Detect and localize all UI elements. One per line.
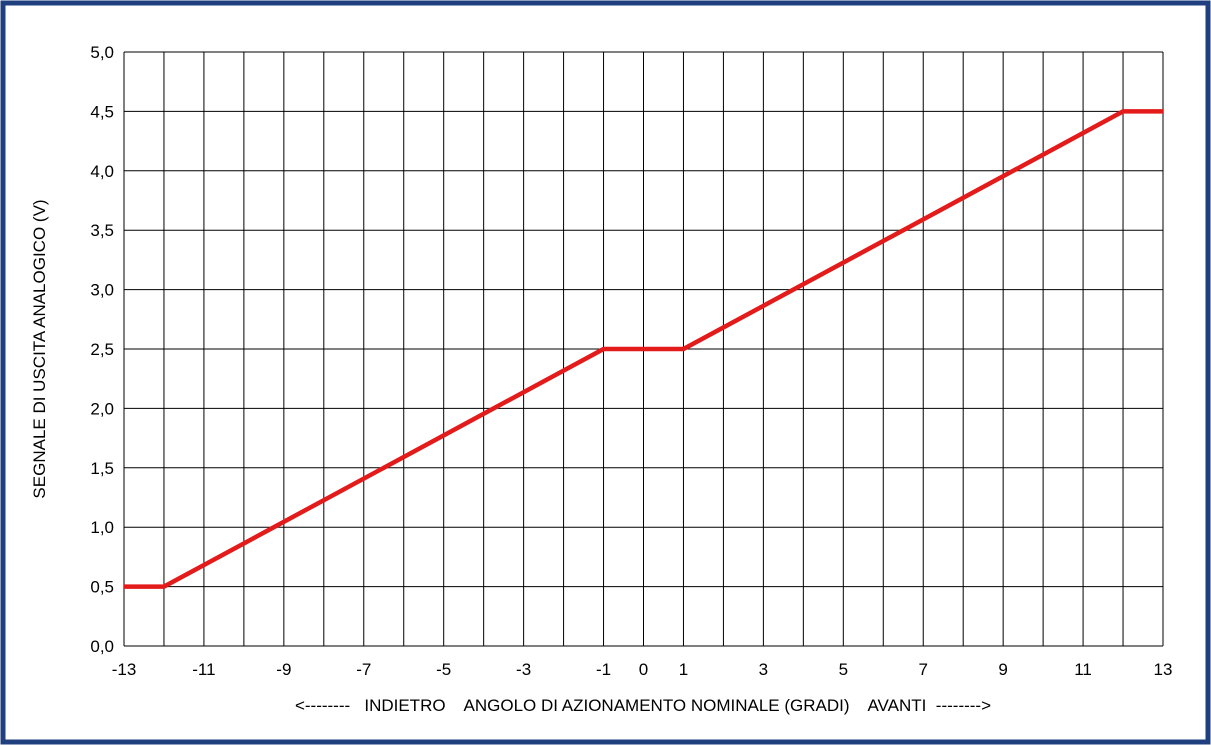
x-tick-label: -7 <box>356 660 371 679</box>
x-tick-label: -13 <box>112 660 137 679</box>
y-tick-label: 2,5 <box>90 340 114 359</box>
y-tick-label: 1,0 <box>90 518 114 537</box>
x-tick-label: 0 <box>639 660 648 679</box>
x-tick-labels: -13 -11 -9 -7 -5 -3 -1 0 1 3 5 7 9 11 13 <box>112 660 1173 679</box>
x-tick-label: -3 <box>516 660 531 679</box>
x-tick-label: 3 <box>759 660 768 679</box>
y-tick-label: 0,5 <box>90 578 114 597</box>
x-tick-label: 11 <box>1074 660 1092 679</box>
y-tick-label: 3,5 <box>90 221 114 240</box>
y-tick-label: 4,0 <box>90 162 114 181</box>
x-tick-label: -5 <box>436 660 451 679</box>
y-tick-label: 3,0 <box>90 281 114 300</box>
x-tick-label: -11 <box>192 660 215 679</box>
series-line <box>124 109 1163 589</box>
x-axis-title: <-------- INDIETRO ANGOLO DI AZIONAMENTO… <box>295 696 991 715</box>
y-axis-title: SEGNALE DI USCITA ANALOGICO (V) <box>30 199 49 498</box>
y-tick-labels: 0,0 0,5 1,0 1,5 2,0 2,5 3,0 3,5 4,0 4,5 5,0 <box>90 43 114 656</box>
x-tick-label: 5 <box>839 660 848 679</box>
y-tick-label: 2,0 <box>90 399 114 418</box>
x-tick-label: -9 <box>276 660 291 679</box>
x-tick-label: 1 <box>679 660 688 679</box>
y-tick-label: 0,0 <box>90 637 114 656</box>
y-tick-label: 4,5 <box>90 102 114 121</box>
x-tick-label: 7 <box>918 660 927 679</box>
x-tick-label: -1 <box>596 660 611 679</box>
x-tick-label: 9 <box>998 660 1007 679</box>
x-tick-label: 13 <box>1154 660 1173 679</box>
series-layer <box>124 109 1163 589</box>
y-tick-label: 5,0 <box>90 43 114 62</box>
y-tick-label: 1,5 <box>90 459 114 478</box>
